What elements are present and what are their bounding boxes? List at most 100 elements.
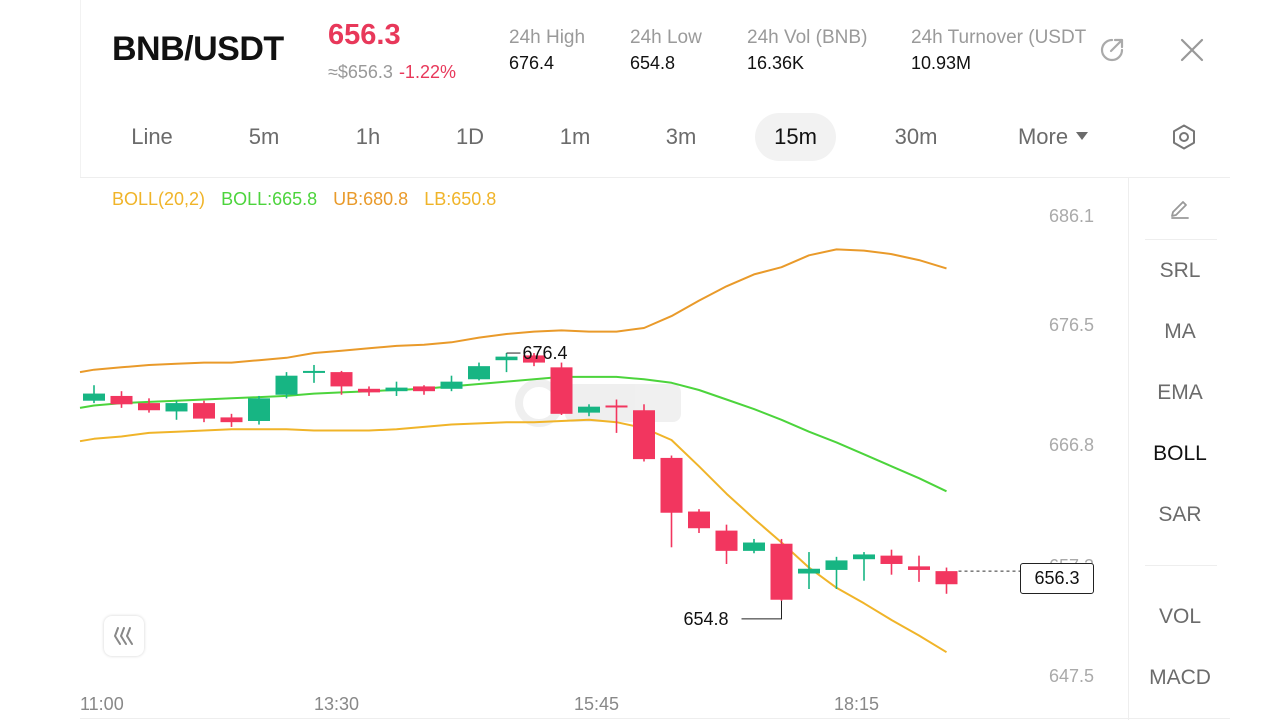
chart-settings-button[interactable] xyxy=(1164,117,1204,157)
candle xyxy=(770,538,793,601)
candle-body xyxy=(303,370,325,373)
candle-body xyxy=(880,555,903,564)
candle-body xyxy=(770,543,793,600)
indicator-ma[interactable]: MA xyxy=(1164,320,1196,343)
candle-body xyxy=(743,542,765,551)
candle xyxy=(550,362,573,416)
x-axis-label: 18:15 xyxy=(834,694,880,714)
swap-pane-button[interactable] xyxy=(104,616,144,656)
candle-body xyxy=(633,410,655,460)
boll-mid-line xyxy=(79,375,947,493)
candle xyxy=(358,386,380,396)
last-price-tag: 656.3 xyxy=(1020,563,1094,594)
candle xyxy=(908,555,930,582)
stat-label: 24h Low xyxy=(630,27,702,48)
candle xyxy=(578,404,600,417)
x-axis-label: 13:30 xyxy=(314,694,360,714)
candle xyxy=(935,567,958,594)
candle-body xyxy=(523,355,545,363)
tab-1m[interactable]: 1m xyxy=(559,124,591,149)
candle xyxy=(468,362,490,381)
y-axis-label: 676.5 xyxy=(1048,315,1094,335)
stat-value: 676.4 xyxy=(509,53,555,73)
candle-body xyxy=(440,381,463,389)
candle-body xyxy=(138,403,160,411)
boll-params: BOLL(20,2) xyxy=(112,189,206,209)
sidebar-divider xyxy=(1145,565,1217,566)
candle-body xyxy=(83,393,105,401)
boll-upper-line xyxy=(79,248,947,374)
candle-body xyxy=(110,395,133,405)
candle-body xyxy=(825,560,848,570)
candle-body xyxy=(495,356,518,361)
candle xyxy=(330,370,353,395)
indicator-vol[interactable]: VOL xyxy=(1158,605,1202,628)
candle xyxy=(385,381,408,396)
tab-5m[interactable]: 5m xyxy=(248,124,280,149)
indicator-ema[interactable]: EMA xyxy=(1157,381,1203,404)
candle xyxy=(880,549,903,575)
candle xyxy=(193,400,215,423)
tab-1h[interactable]: 1h xyxy=(355,124,381,149)
stat-value: 654.8 xyxy=(630,53,676,73)
tab-line[interactable]: Line xyxy=(131,124,173,149)
stat-label: 24h Vol (BNB) xyxy=(747,27,868,48)
x-axis-label: 11:00 xyxy=(80,694,124,714)
candle xyxy=(688,509,710,533)
candle-body xyxy=(248,398,270,421)
share-button[interactable] xyxy=(1092,30,1132,70)
tab-1d[interactable]: 1D xyxy=(455,124,485,149)
candle-body xyxy=(935,571,958,585)
y-axis-label: 647.5 xyxy=(1048,666,1094,686)
candlestick-chart[interactable]: 676.4 654.8 xyxy=(0,178,1128,720)
candle-body xyxy=(908,566,930,570)
candle-body xyxy=(193,403,215,419)
low-marker-line xyxy=(741,600,782,620)
candle xyxy=(110,391,133,408)
stat-label: 24h High xyxy=(509,27,586,48)
indicator-boll[interactable]: BOLL xyxy=(1153,442,1207,465)
candle xyxy=(798,552,820,590)
stat-24h-low: 24h Low 654.8 xyxy=(630,27,740,74)
candle-body xyxy=(330,372,353,387)
candle xyxy=(248,395,270,425)
boll-lower-line xyxy=(79,418,948,654)
price-subline: ≈$656.3 -1.22% xyxy=(328,62,456,83)
candle xyxy=(715,524,738,564)
stat-24h-high: 24h High 676.4 xyxy=(509,27,621,74)
share-icon xyxy=(1100,38,1124,62)
boll-upper-value: UB:680.8 xyxy=(333,189,409,209)
candle-body xyxy=(385,387,408,392)
more-label: More xyxy=(1017,124,1069,149)
candle xyxy=(303,364,325,383)
candle xyxy=(413,385,435,395)
candle xyxy=(165,400,188,420)
candle-body xyxy=(165,403,188,412)
high-marker-label: 676.4 xyxy=(523,343,568,363)
candle xyxy=(523,353,545,367)
indicator-macd[interactable]: MACD xyxy=(1149,666,1211,689)
indicator-sar[interactable]: SAR xyxy=(1158,503,1202,526)
stat-24h-turnover: 24h Turnover (USDT) 10.93M xyxy=(911,27,1086,74)
indicator-sidebar: SRL MA EMA BOLL SAR VOL MACD xyxy=(1128,178,1230,720)
boll-lower-value: LB:650.8 xyxy=(424,189,497,209)
draw-tool-button[interactable] xyxy=(1129,194,1231,224)
candle-body xyxy=(578,406,600,413)
low-marker-label: 654.8 xyxy=(684,609,729,629)
tab-3m[interactable]: 3m xyxy=(665,124,697,149)
candle-body xyxy=(688,511,710,529)
candle xyxy=(743,538,765,554)
price-change-percent: -1.22% xyxy=(398,62,456,82)
candle xyxy=(853,552,875,581)
y-axis-label: 666.8 xyxy=(1048,435,1094,455)
indicator-srl[interactable]: SRL xyxy=(1159,259,1201,282)
candle xyxy=(495,353,518,373)
tab-more-dropdown[interactable]: More xyxy=(1005,113,1101,161)
tab-30m[interactable]: 30m xyxy=(894,124,938,149)
candle xyxy=(83,385,105,404)
close-button[interactable] xyxy=(1172,30,1212,70)
candle-body xyxy=(605,405,628,408)
tab-15m[interactable]: 15m xyxy=(755,113,836,161)
stat-value: 16.36K xyxy=(747,53,805,73)
candle-body xyxy=(550,367,573,414)
